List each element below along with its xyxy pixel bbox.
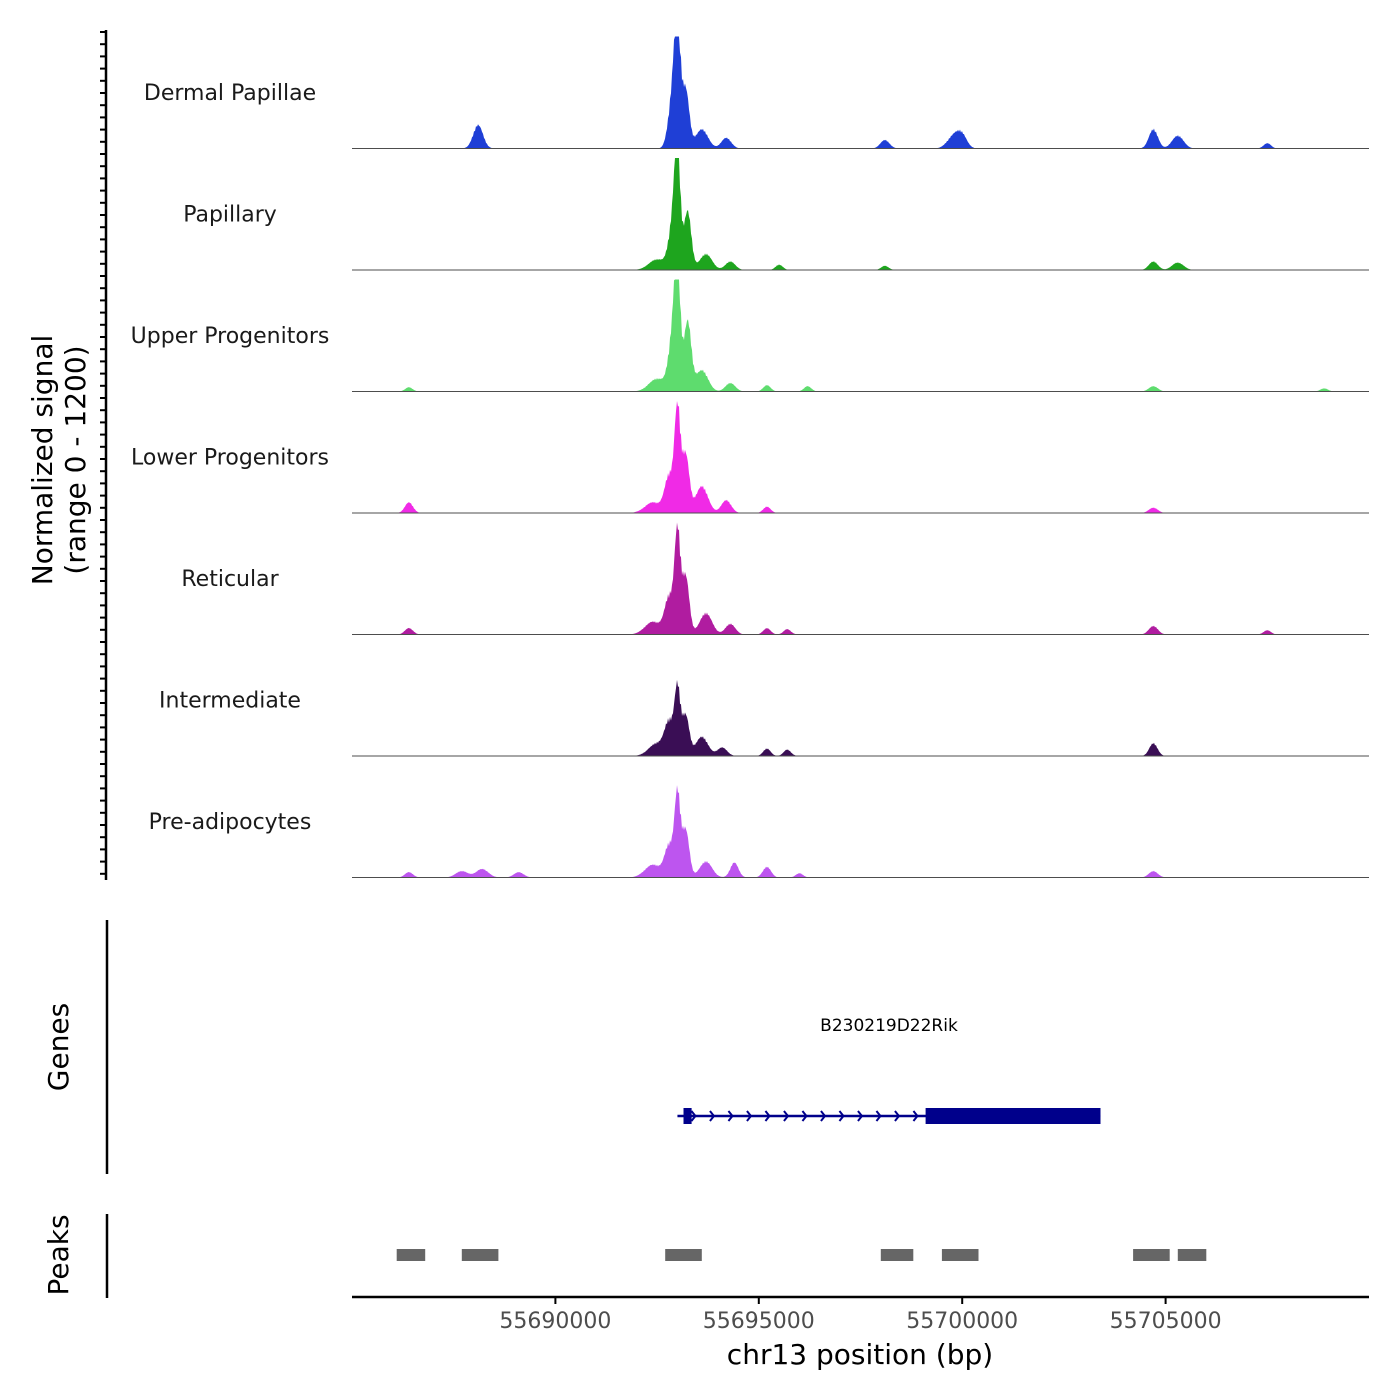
strand-arrow: [709, 1110, 716, 1122]
strand-arrow: [783, 1110, 790, 1122]
track-label: Intermediate: [159, 689, 301, 714]
strand-arrow: [894, 1110, 901, 1122]
strand-arrow: [875, 1110, 882, 1122]
y-axis-title-line1: Normalized signal: [26, 335, 59, 586]
y-axis-title: Normalized signal (range 0 - 1200): [26, 335, 92, 586]
track-label: Papillary: [183, 203, 277, 228]
strand-arrow: [820, 1110, 827, 1122]
genes-track-title: Genes: [42, 1003, 75, 1091]
coverage-area: [352, 522, 1369, 635]
x-axis-title: chr13 position (bp): [727, 1338, 993, 1371]
x-axis-ticks: 55690000 55695000 55700000 55705000: [499, 1297, 1222, 1334]
x-tick-label: 55690000: [499, 1309, 611, 1334]
coverage-area: [352, 36, 1369, 149]
y-axis-title-line2: (range 0 - 1200): [59, 345, 92, 574]
coverage-track: Dermal Papillae: [144, 36, 1369, 149]
x-axis: 55690000 55695000 55700000 55705000 chr13 p…: [352, 1295, 1369, 1371]
peak-region: [880, 1249, 914, 1261]
coverage-track: Reticular: [181, 522, 1369, 635]
gene-model: B230219D22Rik: [677, 1016, 1101, 1124]
track-label: Lower Progenitors: [131, 446, 329, 471]
strand-arrow: [801, 1110, 808, 1122]
strand-arrow: [746, 1110, 753, 1122]
gene-models: B230219D22Rik: [677, 1016, 1101, 1124]
coverage-y-axis: [100, 30, 108, 880]
peak-region: [396, 1249, 426, 1261]
track-label: Upper Progenitors: [131, 324, 330, 349]
coverage-track: Intermediate: [159, 679, 1369, 757]
track-label: Pre-adipocytes: [149, 810, 312, 835]
genes-panel: Genes B230219D22Rik: [42, 920, 1101, 1174]
coverage-area: [352, 679, 1369, 756]
peak-region: [665, 1249, 702, 1261]
x-tick-label: 55700000: [906, 1309, 1018, 1334]
peak-region: [941, 1249, 979, 1261]
peaks-track-title: Peaks: [42, 1214, 75, 1295]
strand-arrow: [690, 1110, 697, 1122]
coverage-track: Pre-adipocytes: [149, 785, 1369, 878]
strand-arrow: [764, 1110, 771, 1122]
coverage-track: Papillary: [183, 158, 1369, 271]
strand-arrow: [857, 1110, 864, 1122]
gene-name-label: B230219D22Rik: [820, 1016, 958, 1036]
gene-exon: [925, 1108, 1101, 1124]
coverage-tracks: Dermal Papillae Papillary Upper Progenitor…: [131, 36, 1369, 878]
peak-region: [1177, 1249, 1207, 1261]
coverage-area: [352, 785, 1369, 878]
gene-exon: [683, 1108, 692, 1124]
peak-regions: [396, 1249, 1207, 1261]
strand-arrow: [912, 1110, 919, 1122]
strand-arrow: [838, 1110, 845, 1122]
x-tick-label: 55695000: [703, 1309, 815, 1334]
peaks-panel: Peaks: [42, 1214, 1207, 1298]
x-tick-label: 55705000: [1110, 1309, 1222, 1334]
track-label: Reticular: [181, 567, 279, 592]
coverage-area: [352, 279, 1369, 392]
coverage-area: [352, 158, 1369, 270]
coverage-track: Lower Progenitors: [131, 401, 1369, 514]
coverage-area: [352, 401, 1369, 513]
track-label: Dermal Papillae: [144, 81, 316, 106]
strand-arrow: [727, 1110, 734, 1122]
coverage-track: Upper Progenitors: [131, 279, 1369, 392]
peak-region: [461, 1249, 499, 1261]
peak-region: [1133, 1249, 1170, 1261]
